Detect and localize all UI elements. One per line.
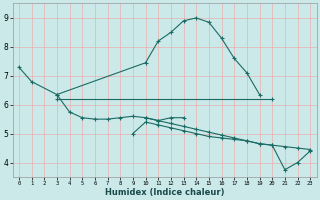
X-axis label: Humidex (Indice chaleur): Humidex (Indice chaleur) (105, 188, 224, 197)
